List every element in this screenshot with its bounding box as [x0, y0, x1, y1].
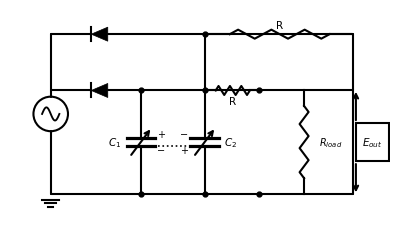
- Text: +: +: [180, 146, 188, 156]
- Text: $C_1$: $C_1$: [108, 136, 121, 149]
- Text: +: +: [157, 129, 165, 139]
- Text: $E_{out}$: $E_{out}$: [362, 136, 383, 149]
- Polygon shape: [91, 28, 108, 42]
- Polygon shape: [91, 84, 108, 98]
- Text: $R_{load}$: $R_{load}$: [319, 136, 342, 149]
- Text: −: −: [180, 129, 188, 139]
- Text: −: −: [157, 146, 166, 156]
- Bar: [356, 124, 389, 161]
- Text: R: R: [276, 21, 283, 31]
- Text: $C_2$: $C_2$: [224, 136, 237, 149]
- Text: R: R: [229, 96, 236, 106]
